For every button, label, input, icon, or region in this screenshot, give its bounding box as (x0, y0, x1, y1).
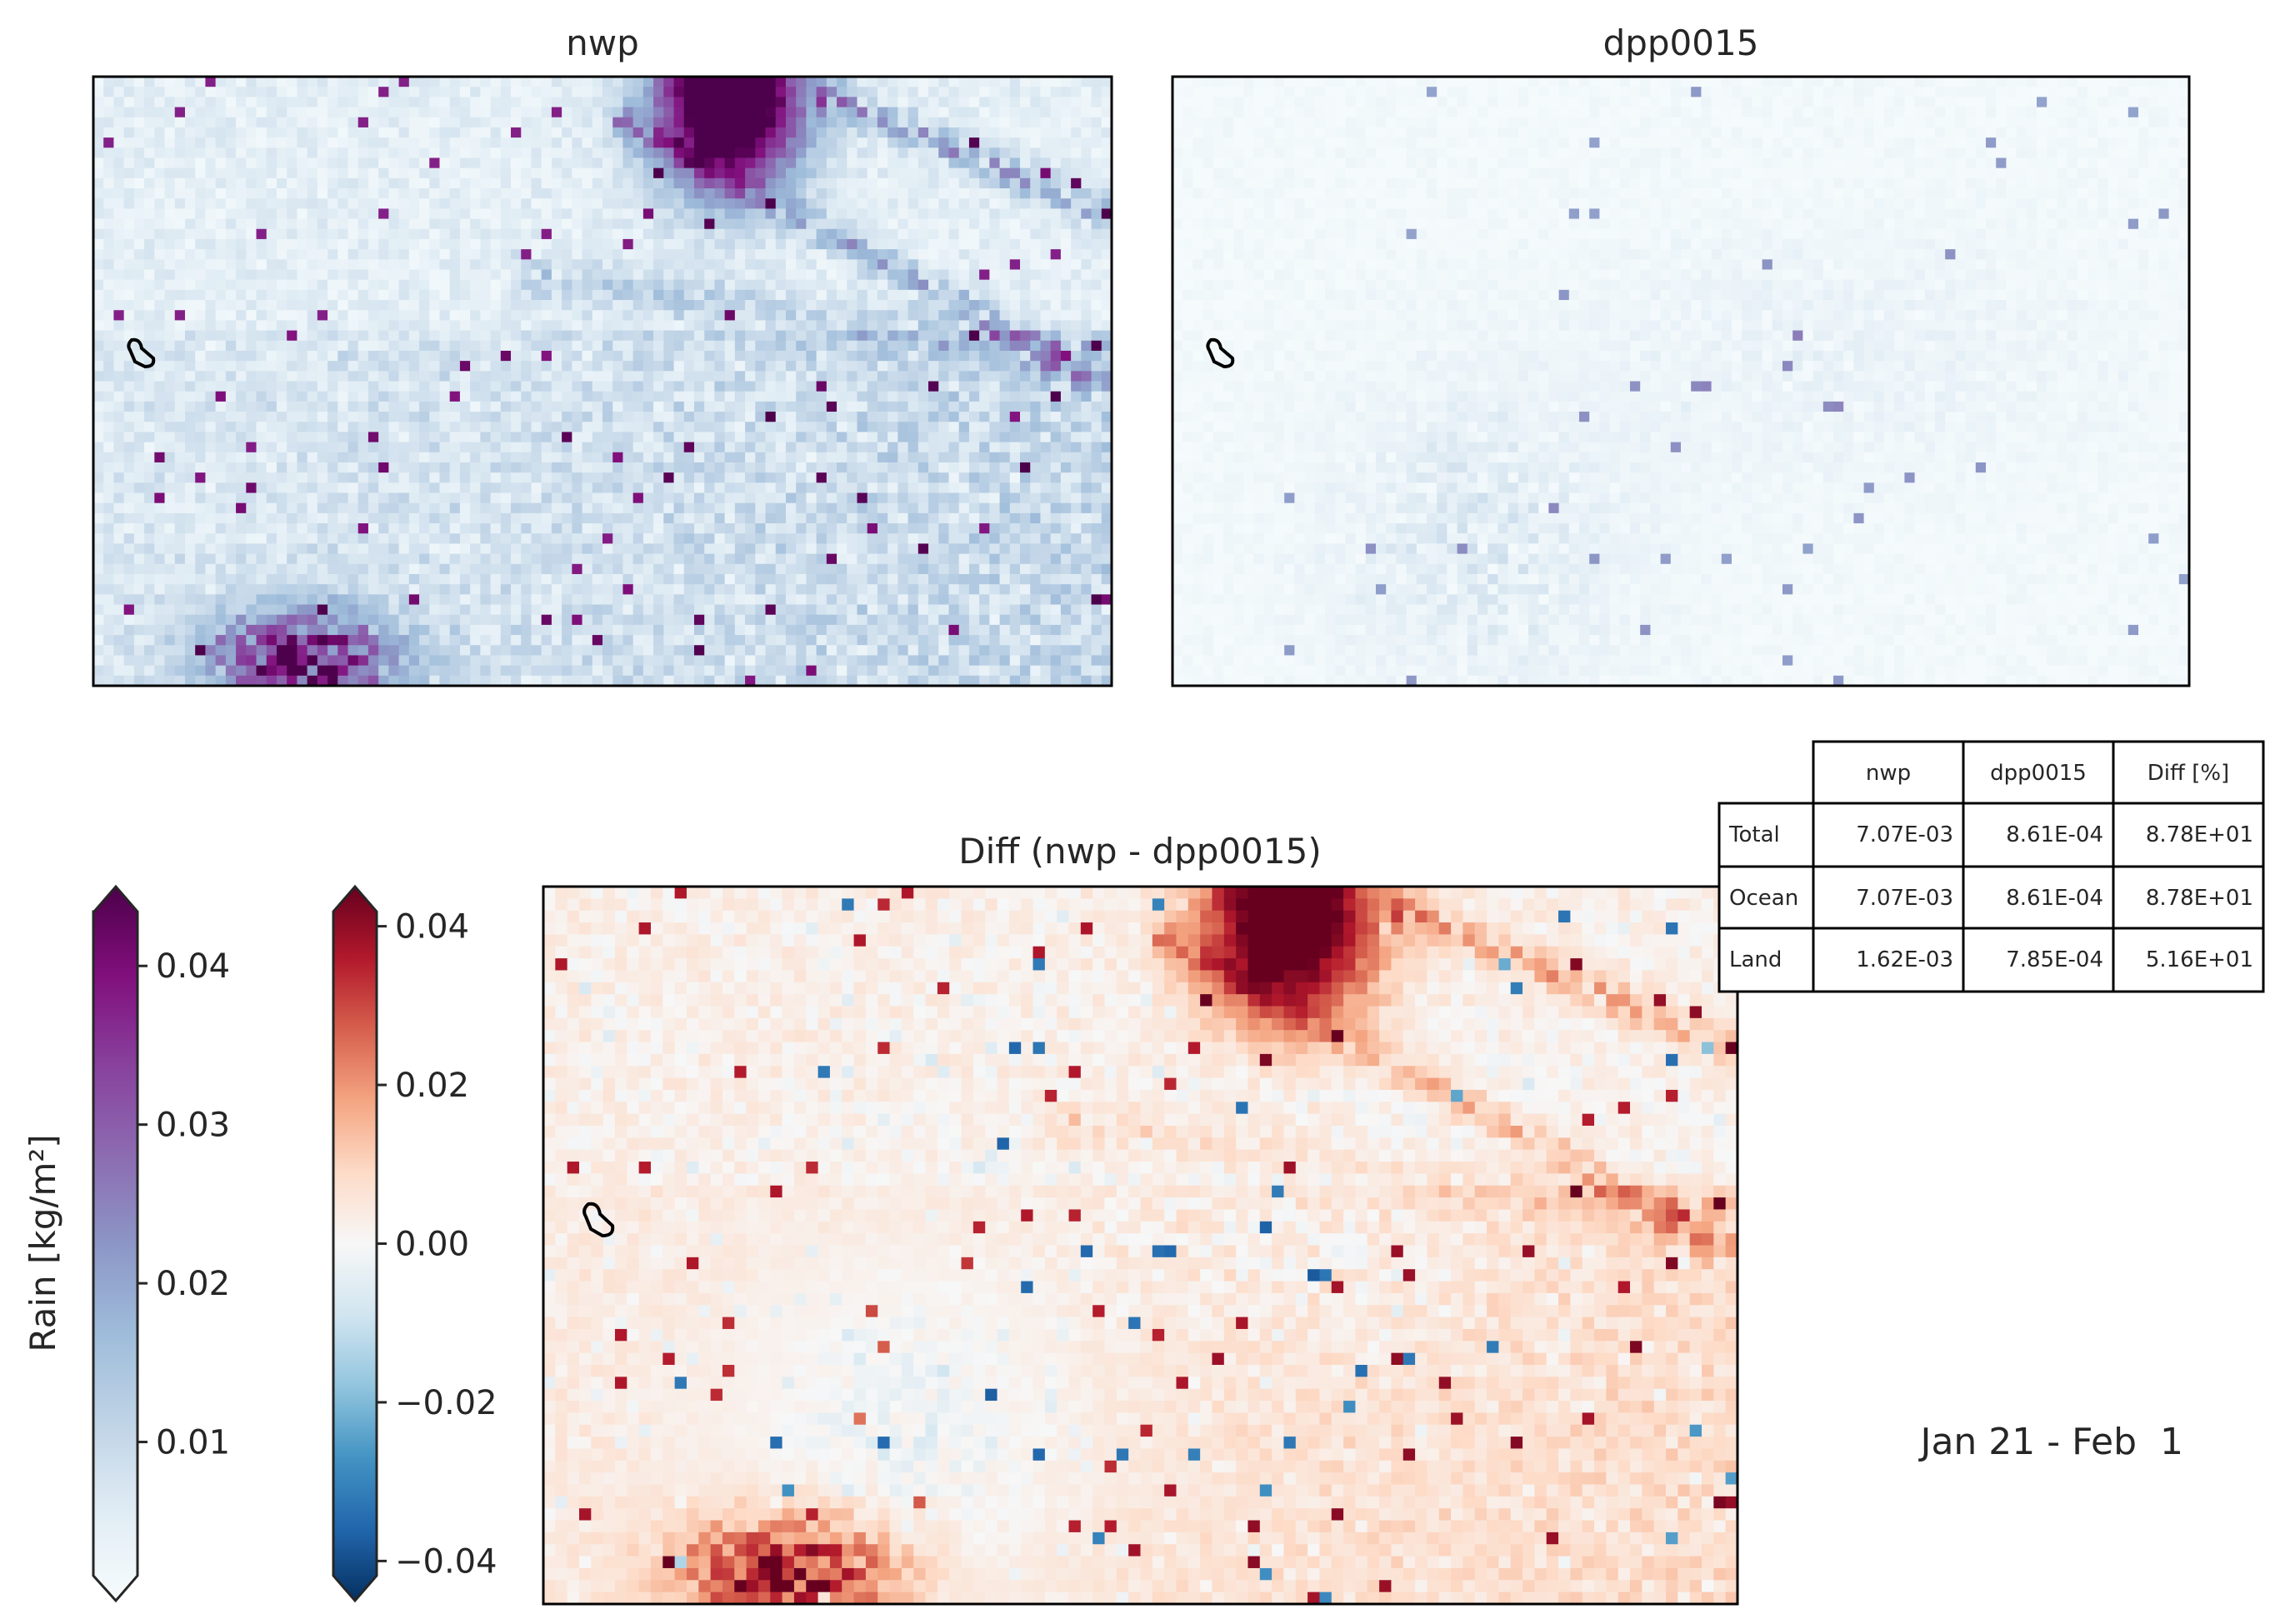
table-cell (2112, 802, 2265, 868)
table-cell-value: 7.07E-03 (1856, 886, 1953, 911)
table-column-header: nwp (1866, 761, 1911, 786)
table-row-label: Total (1728, 822, 1780, 847)
table-cell-value: 8.78E+01 (2146, 886, 2253, 911)
table-header-cell (1962, 740, 2115, 805)
colorbar-tick-label: 0.02 (395, 1067, 469, 1105)
table-cell (2112, 865, 2265, 930)
panel-dpp0015-heatmap (1172, 77, 2189, 686)
rain-colorbar-label: Rain [kg/m²] (22, 1134, 63, 1352)
diff-colorbar (332, 884, 378, 1603)
table-cell-value: 7.85E-04 (2006, 947, 2103, 972)
stats-table: nwp dpp0015 Diff [%] Total 7.07E-03 8.61E-04 8… (1718, 740, 2265, 993)
rain-colorbar (92, 884, 139, 1603)
table-cell-value: 8.61E-04 (2006, 822, 2103, 847)
colorbar-tick-label: 0.03 (156, 1107, 230, 1145)
table-cell-value: 7.07E-03 (1856, 822, 1953, 847)
panel-dpp0015-title: dpp0015 (1603, 22, 1759, 63)
diff-colorbar-ticks: 0.04 0.02 0.00 −0.02 −0.04 (377, 908, 498, 1581)
panel-diff-title: Diff (nwp - dpp0015) (958, 831, 1321, 872)
table-row-label: Ocean (1729, 886, 1798, 911)
table-cell (2112, 927, 2265, 993)
table-cell (1962, 927, 2115, 993)
panel-diff-island-outline (582, 1202, 615, 1238)
colorbar-tick-label: −0.02 (395, 1384, 498, 1422)
table-cell-value: 1.62E-03 (1856, 947, 1953, 972)
panel-diff-frame (542, 885, 1739, 1606)
table-header-cell (1812, 740, 1965, 805)
colorbar-tick-label: 0.04 (395, 908, 469, 947)
table-row-label: Land (1729, 947, 1782, 972)
colorbar-tick-label: 0.01 (156, 1424, 230, 1462)
colorbar-tick-label: 0.04 (156, 947, 230, 986)
panel-diff-heatmap (543, 887, 1738, 1604)
table-column-header: Diff [%] (2148, 761, 2229, 786)
panel-dpp0015-island-outline (1206, 337, 1235, 369)
table-row-label-cell (1718, 927, 1815, 993)
table-header-cell (2112, 740, 2265, 805)
panel-nwp-title: nwp (566, 22, 639, 63)
panel-nwp-heatmap (93, 77, 1112, 686)
date-range: Jan 21 - Feb 1 (1918, 1421, 2183, 1463)
table-cell-value: 8.61E-04 (2006, 886, 2103, 911)
colorbar-tick-label: 0.02 (156, 1265, 230, 1303)
table-cell-value: 5.16E+01 (2146, 947, 2253, 972)
rain-colorbar-ticks: 0.01 0.02 0.03 0.04 (138, 947, 230, 1462)
table-cell-value: 8.78E+01 (2146, 822, 2253, 847)
colorbar-tick-label: 0.00 (395, 1226, 469, 1264)
panel-nwp-island-outline (127, 337, 156, 369)
table-column-header: dpp0015 (1990, 761, 2087, 786)
colorbar-tick-label: −0.04 (395, 1542, 498, 1581)
table-cell (1812, 802, 1965, 868)
panel-nwp-frame (92, 75, 1113, 687)
panel-dpp0015-frame (1171, 75, 2191, 687)
table-cell (1962, 865, 2115, 930)
